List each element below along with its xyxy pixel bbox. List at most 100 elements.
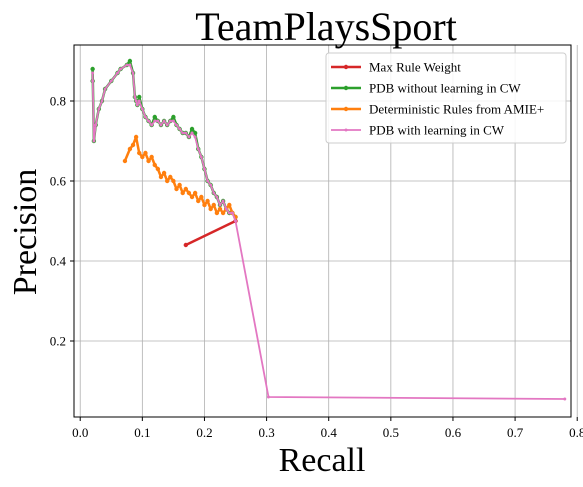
data-point (159, 123, 163, 127)
legend-marker (343, 106, 349, 112)
data-point (122, 158, 128, 164)
y-tick-label: 0.6 (50, 174, 67, 189)
x-axis-label: Recall (279, 442, 366, 479)
legend-label: PDB with learning in CW (369, 123, 505, 138)
data-point (212, 191, 216, 195)
data-point (177, 182, 182, 188)
data-point (137, 94, 142, 100)
data-point (97, 107, 101, 111)
data-point (137, 150, 142, 156)
y-tick-label: 0.4 (50, 254, 67, 269)
plot-area (90, 58, 567, 401)
data-point (183, 186, 189, 192)
data-point (90, 66, 95, 72)
x-tick-label: 0.0 (72, 425, 88, 440)
data-point (143, 115, 147, 119)
data-point (199, 155, 203, 159)
data-point (174, 186, 179, 192)
data-point (209, 183, 213, 187)
series-4 (91, 63, 567, 401)
data-point (178, 127, 182, 131)
x-tick-label: 0.3 (258, 425, 274, 440)
data-point (220, 210, 226, 216)
data-point (152, 162, 157, 168)
data-point (189, 126, 195, 132)
data-point (171, 119, 175, 123)
data-point (193, 135, 197, 139)
data-point (206, 179, 210, 183)
legend-marker (343, 85, 349, 91)
data-point (192, 190, 198, 196)
data-point (218, 203, 222, 207)
series-line (185, 219, 237, 247)
data-point (224, 207, 228, 211)
data-point (149, 154, 154, 160)
data-point (214, 210, 220, 216)
x-tick-label: 0.2 (196, 425, 212, 440)
data-point (171, 178, 176, 184)
data-point (181, 131, 185, 135)
data-point (140, 154, 145, 160)
data-point (199, 194, 204, 200)
data-point (227, 211, 231, 215)
data-point (196, 147, 200, 151)
data-point (266, 395, 270, 399)
data-point (168, 174, 173, 180)
legend-label: Deterministic Rules from AMIE+ (369, 102, 544, 117)
data-point (234, 219, 238, 223)
legend: Max Rule Weight PDB without learning in C… (325, 52, 567, 144)
data-point (103, 87, 107, 91)
data-point (563, 397, 567, 401)
data-point (133, 134, 139, 140)
data-point (183, 242, 189, 248)
data-point (125, 63, 129, 67)
data-point (189, 194, 195, 200)
data-point (143, 150, 148, 156)
x-tick-label: 0.6 (445, 425, 462, 440)
x-tick-label: 0.8 (569, 425, 583, 440)
data-point (153, 119, 157, 123)
data-point (109, 79, 113, 83)
data-point (205, 198, 210, 204)
data-point (133, 95, 137, 99)
data-point (168, 119, 172, 123)
data-point (202, 167, 206, 171)
y-tick-label: 0.8 (50, 94, 66, 109)
axis-ticks: 0.0 0.1 0.2 0.3 0.4 0.5 0.6 0.7 0.8 0.2 0.4 0.6 0.8 (50, 94, 583, 441)
legend-label: PDB without learning in CW (369, 81, 521, 96)
data-point (165, 123, 169, 127)
data-point (147, 119, 151, 123)
data-point (152, 114, 157, 120)
data-point (208, 206, 213, 212)
data-point (202, 202, 207, 208)
data-point (92, 139, 96, 143)
data-point (146, 158, 151, 164)
legend-label: Max Rule Weight (369, 60, 461, 75)
data-point (184, 131, 188, 135)
y-axis-label: Precision (7, 169, 44, 296)
data-point (140, 107, 144, 111)
data-point (180, 190, 185, 196)
data-point (100, 99, 104, 103)
data-point (128, 63, 132, 67)
data-point (192, 130, 198, 136)
data-point (115, 71, 119, 75)
data-point (164, 178, 170, 184)
data-point (135, 103, 139, 107)
data-point (134, 99, 138, 103)
data-point (155, 166, 161, 172)
data-point (158, 174, 164, 180)
legend-marker (344, 128, 348, 132)
data-point (190, 131, 194, 135)
data-point (196, 198, 201, 204)
data-point (161, 170, 167, 176)
data-point (162, 119, 166, 123)
data-point (91, 79, 95, 83)
data-point (94, 123, 98, 127)
data-point (221, 199, 225, 203)
x-tick-label: 0.7 (507, 425, 524, 440)
data-point (127, 146, 133, 152)
plot-frame (73, 44, 572, 418)
data-point (130, 142, 136, 148)
